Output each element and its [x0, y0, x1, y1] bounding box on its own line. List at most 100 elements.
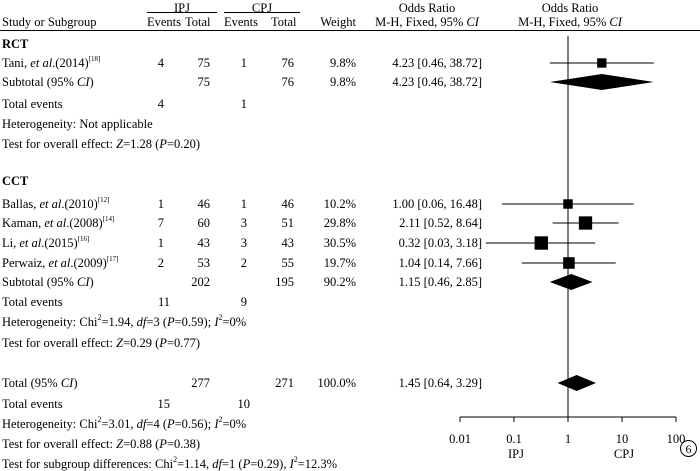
total-events-label: Total events [2, 397, 63, 411]
x-tick-label: 0.01 [449, 432, 471, 446]
header-or-title: Odds Ratio [398, 1, 456, 15]
total-events-cpj: 9 [240, 295, 247, 309]
study-cpj-events: 1 [240, 56, 247, 70]
subtotal-ipj-total: 202 [191, 275, 210, 289]
study-name: Ballas, et al.(2010)[12] [2, 196, 110, 212]
study-ipj-total: 75 [197, 56, 211, 70]
header-ipj-events: Events [147, 15, 182, 29]
total-events-label: Total events [2, 295, 63, 309]
subtotal-label: Subtotal (95% CI) [2, 75, 94, 89]
header-study: Study or Subgroup [2, 15, 97, 29]
pooled-diamond [549, 274, 593, 290]
subtotal-weight: 9.8% [329, 75, 356, 89]
x-label-right: CPJ [613, 447, 635, 461]
study-cpj-events: 2 [240, 256, 247, 270]
total-cpj-total: 271 [275, 376, 294, 390]
study-point-square [578, 216, 593, 230]
study-ipj-total: 46 [197, 197, 211, 211]
study-name: Li, et al.(2015)[16] [2, 235, 90, 251]
header-group-cpj: CPJ [251, 1, 273, 15]
total-events-ipj: 11 [157, 295, 170, 309]
study-weight: 9.8% [329, 56, 356, 70]
study-ipj-events: 1 [157, 236, 164, 250]
study-or-ci: 4.23 [0.46, 38.72] [392, 56, 482, 70]
study-weight: 19.7% [323, 256, 356, 270]
header-rule-cpj [224, 12, 300, 13]
pooled-diamond [549, 74, 654, 90]
study-cpj-events: 1 [240, 197, 247, 211]
section-heading-rct: RCT [2, 37, 29, 51]
x-tick-label: 0.1 [506, 432, 522, 446]
study-or-ci: 1.00 [0.06, 16.48] [392, 197, 482, 211]
study-ipj-total: 60 [197, 216, 211, 230]
study-point-square [563, 257, 575, 269]
overall-effect-text: Test for overall effect: Z=0.88 (P=0.38) [2, 437, 201, 451]
study-weight: 30.5% [323, 236, 356, 250]
header-rule-ipj [147, 12, 217, 13]
subtotal-or-ci: 1.15 [0.46, 2.85] [398, 275, 482, 289]
total-events-ipj: 4 [157, 97, 164, 111]
study-name: Kaman, et al.(2008)[14] [2, 215, 115, 231]
header-weight: Weight [320, 15, 356, 29]
study-or-ci: 2.11 [0.52, 8.64] [399, 216, 482, 230]
heterogeneity-text: Heterogeneity: Not applicable [2, 117, 153, 131]
total-events-cpj: 10 [237, 397, 251, 411]
study-cpj-total: 46 [281, 197, 295, 211]
study-or-ci: 0.32 [0.03, 3.18] [398, 236, 482, 250]
subtotal-cpj-total: 195 [275, 275, 294, 289]
study-name: Tani, et al.(2014)[18] [2, 55, 101, 71]
study-cpj-events: 3 [240, 216, 247, 230]
study-point-square [563, 199, 573, 209]
header-cpj-events: Events [224, 15, 259, 29]
study-cpj-events: 3 [240, 236, 247, 250]
total-events-ipj: 15 [157, 397, 171, 411]
subgroup-differences-text: Test for subgroup differences: Chi2=1.14… [2, 455, 338, 471]
total-ipj-total: 277 [191, 376, 210, 390]
total-weight: 100.0% [317, 376, 356, 390]
figure-number-marker: 6 [680, 440, 697, 457]
subtotal-or-ci: 4.23 [0.46, 38.72] [392, 75, 482, 89]
study-point-square [534, 236, 548, 250]
overall-effect-text: Test for overall effect: Z=0.29 (P=0.77) [2, 336, 201, 350]
header-or-method: M-H, Fixed, 95% CI [375, 15, 479, 29]
study-ipj-total: 53 [197, 256, 211, 270]
total-label: Total (95% CI) [2, 376, 78, 390]
header-bottom-rule [0, 30, 700, 31]
heterogeneity-text: Heterogeneity: Chi2=3.01, df=4 (P=0.56);… [2, 415, 247, 432]
subtotal-ipj-total: 75 [197, 75, 211, 89]
study-weight: 29.8% [323, 216, 356, 230]
study-point-square [597, 58, 607, 68]
pooled-diamond [557, 375, 596, 391]
x-tick-label: 10 [615, 432, 629, 446]
study-cpj-total: 51 [281, 216, 295, 230]
study-ipj-total: 43 [197, 236, 211, 250]
study-name: Perwaiz, et al.(2009)[17] [2, 255, 119, 271]
heterogeneity-text: Heterogeneity: Chi2=1.94, df=3 (P=0.59);… [2, 313, 247, 330]
header-ipj-total: Total [185, 15, 211, 29]
study-ipj-events: 4 [157, 56, 164, 70]
study-cpj-total: 55 [281, 256, 295, 270]
total-events-cpj: 1 [240, 97, 247, 111]
plot-subtitle: M-H, Fixed, 95% CI [518, 15, 622, 29]
subtotal-label: Subtotal (95% CI) [2, 275, 94, 289]
study-cpj-total: 43 [281, 236, 295, 250]
x-label-left: IPJ [508, 447, 524, 461]
subtotal-cpj-total: 76 [281, 75, 295, 89]
study-ipj-events: 7 [157, 216, 164, 230]
study-or-ci: 1.04 [0.14, 7.66] [398, 256, 482, 270]
header-group-ipj: IPJ [174, 1, 190, 15]
x-tick-label: 1 [564, 432, 572, 446]
total-or-ci: 1.45 [0.64, 3.29] [398, 376, 482, 390]
header-cpj-total: Total [271, 15, 297, 29]
subtotal-weight: 90.2% [323, 275, 356, 289]
overall-effect-text: Test for overall effect: Z=1.28 (P=0.20) [2, 137, 201, 151]
study-weight: 10.2% [323, 197, 356, 211]
study-ipj-events: 2 [157, 256, 164, 270]
section-heading-cct: CCT [2, 174, 29, 188]
total-events-label: Total events [2, 97, 63, 111]
study-ipj-events: 1 [157, 197, 164, 211]
plot-title: Odds Ratio [541, 1, 599, 15]
study-cpj-total: 76 [281, 56, 295, 70]
